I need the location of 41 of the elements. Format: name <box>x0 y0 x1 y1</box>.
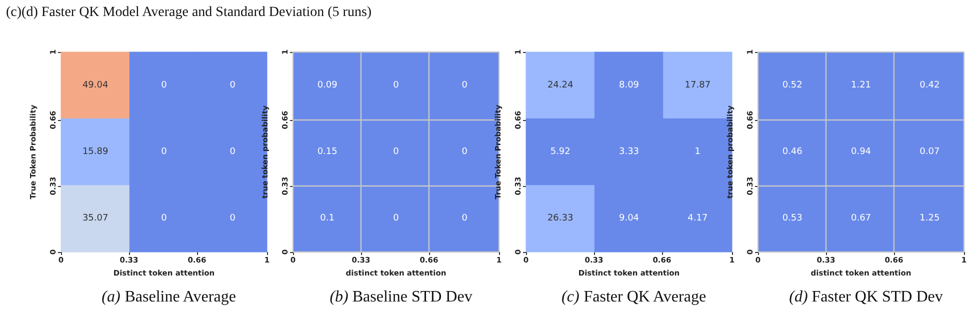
data-label: 0.67 <box>850 214 872 224</box>
text: (b) Baseline STD Dev <box>330 288 472 306</box>
data-label: 4.17 <box>688 214 708 224</box>
data-label: 0.1 <box>320 214 334 224</box>
data-label: 9.04 <box>618 214 640 224</box>
data-label: 1.21 <box>850 80 872 90</box>
data-label: 8.09 <box>618 80 640 90</box>
data-label: 0 <box>230 147 236 157</box>
data-label: 0 <box>230 80 236 90</box>
text: (c)(d) Faster QK Model Average and Standard Deviation (5 runs) <box>6 5 372 21</box>
data-label: 17.87 <box>684 80 711 90</box>
data-label: 0.94 <box>850 147 872 157</box>
data-label: 3.33 <box>618 147 640 157</box>
data-label: 0 <box>462 214 468 224</box>
data-label: 1 <box>694 147 701 157</box>
data-label: 0 <box>393 147 400 157</box>
text: (a) Baseline Average <box>102 288 236 306</box>
data-label: 0.52 <box>782 80 802 90</box>
data-label: 0 <box>393 80 400 90</box>
data-label: 0.07 <box>920 147 940 157</box>
data-label: 24.24 <box>547 80 574 90</box>
data-label: 0 <box>161 147 168 157</box>
text: (c) Faster QK Average <box>562 288 706 306</box>
data-label: 0 <box>462 147 468 157</box>
data-label: 49.04 <box>82 80 108 90</box>
data-label: 0.09 <box>317 80 338 90</box>
data-label: 0.46 <box>782 147 803 157</box>
text: (d) Faster QK STD Dev <box>789 288 943 306</box>
data-label: 5.92 <box>550 147 570 157</box>
data-label: 1.25 <box>920 214 940 224</box>
data-label: 0 <box>393 214 400 224</box>
data-label: 0.15 <box>317 147 338 157</box>
data-label: 0 <box>462 80 468 90</box>
data-label: 0.53 <box>782 214 802 224</box>
data-label: 26.33 <box>547 214 574 224</box>
data-label: 35.07 <box>82 214 108 224</box>
data-label: 0 <box>161 214 168 224</box>
data-label: 15.89 <box>82 147 108 157</box>
data-label: 0 <box>230 214 236 224</box>
data-label: 0.42 <box>920 80 940 90</box>
data-label: 0 <box>161 80 168 90</box>
